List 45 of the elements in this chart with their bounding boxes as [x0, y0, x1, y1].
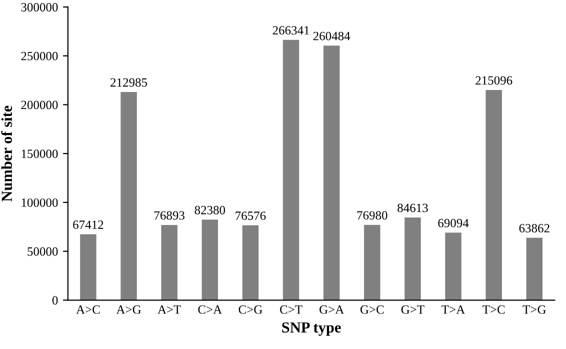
- x-tick-label: G>A: [320, 305, 344, 314]
- x-tick-label: T>A: [442, 305, 466, 314]
- x-tick-label: T>C: [482, 305, 505, 314]
- data-label: 69094: [438, 218, 469, 228]
- bar: [120, 92, 137, 300]
- x-tick-label: A>G: [116, 305, 141, 314]
- y-tick-label: 150000: [22, 150, 58, 158]
- data-label: 67412: [73, 220, 104, 229]
- data-label: 260484: [313, 32, 350, 40]
- y-tick-label: 250000: [21, 52, 58, 60]
- y-axis-title: Number of site: [1, 106, 12, 202]
- x-axis-title: SNP type: [282, 322, 341, 336]
- bar: [242, 225, 259, 300]
- data-label: 76576: [236, 212, 266, 220]
- x-tick-label: C>T: [280, 305, 302, 314]
- data-label: 84613: [398, 204, 428, 212]
- data-label: 76980: [357, 211, 388, 220]
- data-label: 215096: [476, 76, 512, 85]
- x-tick-label: A>C: [76, 305, 100, 314]
- y-tick-label: 200000: [21, 100, 58, 110]
- bar: [323, 46, 340, 300]
- bar: [80, 234, 96, 300]
- y-tick-label: 50000: [28, 247, 58, 256]
- data-label: 266341: [272, 26, 310, 35]
- x-tick-label: G>T: [401, 305, 424, 314]
- x-tick-label: T>G: [522, 305, 546, 314]
- data-label: 212985: [110, 78, 148, 87]
- y-tick-label: 100000: [22, 198, 58, 207]
- x-tick-label: C>A: [198, 305, 222, 314]
- x-tick-label: C>G: [238, 305, 262, 314]
- bar: [282, 40, 300, 300]
- bar: [404, 217, 421, 300]
- data-label: 82380: [194, 206, 226, 214]
- x-tick-label: A>T: [158, 305, 181, 314]
- y-tick-label: 0: [52, 296, 58, 305]
- y-tick-label: 300000: [21, 3, 58, 12]
- bar: [445, 232, 462, 300]
- bar: [486, 90, 502, 300]
- data-label: 63862: [519, 224, 550, 232]
- bar: [526, 238, 543, 300]
- bar: [202, 220, 218, 300]
- bar: [161, 225, 178, 300]
- data-label: 76893: [154, 211, 184, 220]
- x-tick-label: G>C: [360, 305, 384, 314]
- bar: [364, 224, 380, 300]
